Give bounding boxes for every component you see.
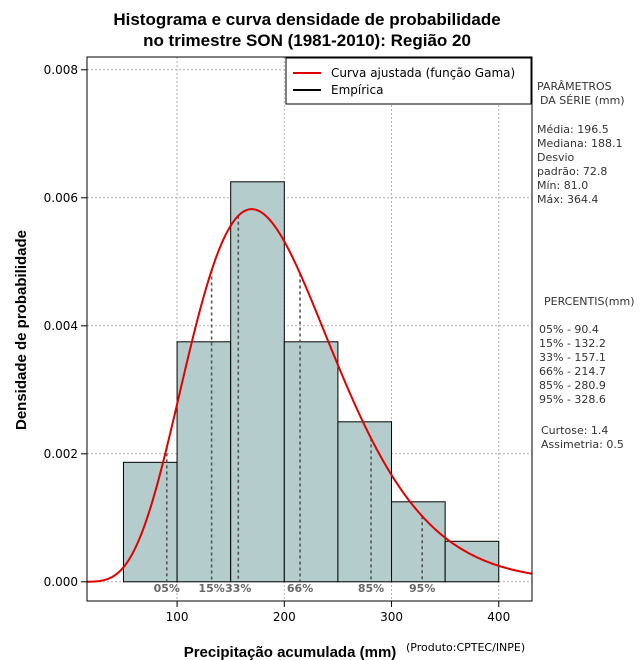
gamma-fit-curve <box>86 208 533 583</box>
params-title-2: DA SÉRIE (mm) <box>540 94 625 107</box>
percentile-label-15: 15% <box>198 582 224 595</box>
y-tick-label-3: 0.006 <box>44 191 78 205</box>
percentile-label-95: 95% <box>409 582 435 595</box>
stat-curtose: Curtose: 1.4 <box>541 424 608 437</box>
percentil-66: 66% - 214.7 <box>539 365 606 378</box>
percentil-85: 85% - 280.9 <box>539 379 606 392</box>
axis-ticks: 100 200 300 400 0.000 0.002 0.004 0.006 0.008 <box>44 63 511 624</box>
chart-title-line2: no trimestre SON (1981-2010): Região 20 <box>143 31 471 50</box>
y-tick-label-0: 0.000 <box>44 575 78 589</box>
percentile-label-33: 33% <box>225 582 251 595</box>
legend-label-empirical: Empírica <box>331 83 383 97</box>
chart-title-line1: Histograma e curva densidade de probabil… <box>113 10 500 29</box>
percentil-33: 33% - 157.1 <box>539 351 606 364</box>
histogram-bar <box>283 341 339 583</box>
percentile-label-66: 66% <box>287 582 313 595</box>
side-panel: PARÂMETROS DA SÉRIE (mm) Média: 196.5 Me… <box>537 80 635 451</box>
x-tick-label-2: 300 <box>380 610 403 624</box>
percentile-label-85: 85% <box>358 582 384 595</box>
histogram-bar <box>122 461 178 583</box>
x-tick-label-3: 400 <box>487 610 510 624</box>
y-axis-title: Densidade de probabilidade <box>13 230 30 430</box>
histogram-bar <box>337 421 393 583</box>
stat-min: Mín: 81.0 <box>537 179 588 192</box>
x-tick-label-1: 200 <box>273 610 296 624</box>
histogram-bar <box>176 341 232 583</box>
legend: Curva ajustada (função Gama) Empírica <box>285 57 532 105</box>
percentil-15: 15% - 132.2 <box>539 337 606 350</box>
x-axis-title: Precipitação acumulada (mm) <box>184 644 397 660</box>
percentile-label-05: 05% <box>154 582 180 595</box>
percentis-title: PERCENTIS(mm) <box>544 295 635 308</box>
y-tick-label-4: 0.008 <box>44 63 78 77</box>
legend-box <box>285 57 532 105</box>
stat-desvio-1: Desvio <box>537 151 575 164</box>
stat-desvio-2: padrão: 72.8 <box>537 165 607 178</box>
histogram-bar <box>230 181 285 583</box>
plot-frame <box>86 56 533 602</box>
histogram-bar <box>391 501 446 583</box>
stat-mediana: Mediana: 188.1 <box>537 137 622 150</box>
percentil-95: 95% - 328.6 <box>539 393 606 406</box>
params-title-1: PARÂMETROS <box>537 80 612 93</box>
stat-max: Máx: 364.4 <box>537 193 598 206</box>
histogram-bars <box>122 181 500 583</box>
product-credit: (Produto:CPTEC/INPE) <box>406 641 525 654</box>
legend-label-fitted: Curva ajustada (função Gama) <box>331 66 515 80</box>
stat-media: Média: 196.5 <box>537 123 609 136</box>
gamma-curve-layer <box>86 208 533 583</box>
percentile-markers: 05% 15% 33% 66% 85% 95% <box>154 215 435 595</box>
y-tick-label-1: 0.002 <box>44 447 78 461</box>
stat-assimetria: Assimetria: 0.5 <box>541 438 624 451</box>
x-tick-label-0: 100 <box>166 610 189 624</box>
y-tick-label-2: 0.004 <box>44 319 78 333</box>
percentil-05: 05% - 90.4 <box>539 323 599 336</box>
histogram-bar <box>444 540 500 583</box>
